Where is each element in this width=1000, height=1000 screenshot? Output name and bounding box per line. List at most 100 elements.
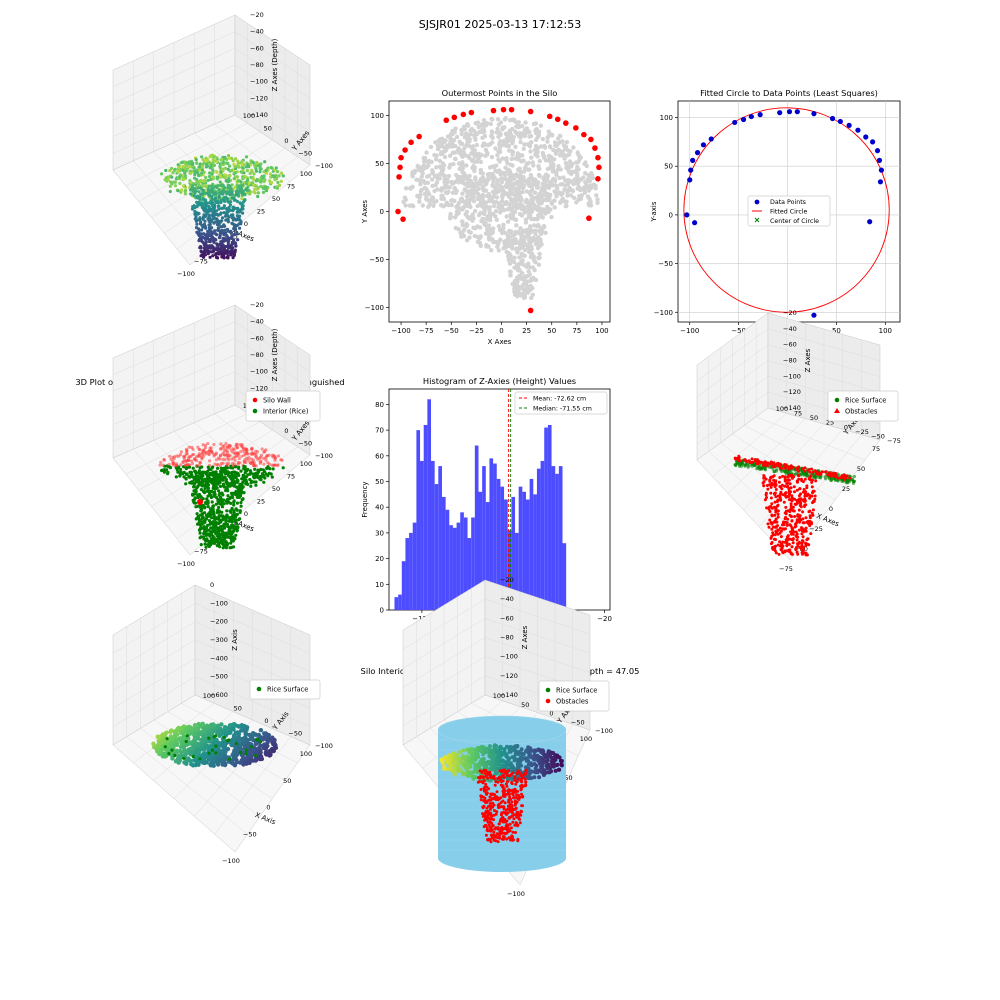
wall-point xyxy=(260,447,264,451)
z-axis-label: Z Axis xyxy=(231,629,239,651)
obstacle-point xyxy=(839,476,842,479)
interior-point xyxy=(246,482,250,486)
data-point xyxy=(218,164,222,168)
obstacle-point xyxy=(774,517,778,521)
legend xyxy=(514,391,608,415)
outermost-point xyxy=(468,109,475,116)
interior-point xyxy=(200,520,204,524)
data-point xyxy=(214,253,218,257)
histogram-bar xyxy=(547,424,552,610)
obstacle-point xyxy=(848,476,852,480)
x-tick-label: 25 xyxy=(842,485,850,493)
data-point xyxy=(426,192,432,197)
interior-point xyxy=(211,465,215,469)
data-point xyxy=(195,194,200,198)
y-tick-label: 70 xyxy=(375,427,384,435)
data-point xyxy=(167,175,171,179)
obstacle-point xyxy=(768,479,772,483)
data-point xyxy=(528,191,533,196)
z-tick-label: −140 xyxy=(783,404,801,412)
interior-point xyxy=(213,517,217,522)
obstacle-point xyxy=(768,518,772,522)
data-point xyxy=(551,167,556,172)
data-point xyxy=(218,232,222,236)
data-point xyxy=(465,200,471,205)
data-point xyxy=(583,171,588,176)
data-point xyxy=(777,110,783,116)
obstacle-point xyxy=(797,540,801,544)
data-point xyxy=(201,158,205,162)
data-point xyxy=(255,187,259,191)
obstacle-point xyxy=(811,508,815,512)
obstacle-point xyxy=(781,493,785,497)
wall-point xyxy=(233,458,237,462)
data-point xyxy=(210,213,214,218)
interior-point xyxy=(252,480,256,484)
data-point xyxy=(528,254,534,260)
interior-point xyxy=(204,545,208,549)
interior-point xyxy=(209,540,213,544)
rice-surface-point xyxy=(813,475,818,479)
data-point xyxy=(499,179,504,185)
interior-point xyxy=(226,532,230,536)
z-tick-label: −100 xyxy=(250,368,268,376)
data-point xyxy=(200,168,205,172)
data-point xyxy=(456,161,462,166)
data-point xyxy=(252,190,256,194)
interior-point xyxy=(227,519,231,523)
obstacle-point xyxy=(778,485,782,488)
interior-point xyxy=(187,465,191,469)
wall-point xyxy=(196,454,200,458)
data-point xyxy=(460,169,465,175)
y-tick-label: 100 xyxy=(203,692,215,700)
data-point xyxy=(191,205,195,209)
obstacle-point xyxy=(769,485,773,489)
data-point xyxy=(504,131,509,137)
obstacle-point xyxy=(785,523,789,527)
wall-point xyxy=(208,459,212,463)
y-tick-label: 0 xyxy=(844,423,848,431)
interior-point xyxy=(242,478,246,483)
wall-point xyxy=(190,459,194,463)
legend-label: Interior (Rice) xyxy=(263,408,308,416)
data-point xyxy=(218,191,222,195)
rice-surface-point xyxy=(753,464,757,468)
x-tick-label: 25 xyxy=(257,208,265,216)
data-point xyxy=(510,126,515,132)
data-point xyxy=(511,259,517,265)
data-point xyxy=(481,188,487,193)
data-point xyxy=(475,159,480,164)
data-point xyxy=(538,144,544,149)
wall-point xyxy=(236,454,240,458)
data-point xyxy=(586,203,592,208)
data-point xyxy=(523,217,529,222)
data-point xyxy=(487,165,493,170)
obstacle-point xyxy=(773,549,777,553)
interior-point xyxy=(218,527,222,531)
data-point xyxy=(238,208,242,212)
interior-point xyxy=(219,532,223,537)
interior-point xyxy=(191,466,195,470)
interior-point xyxy=(193,477,197,481)
data-point xyxy=(594,193,599,198)
data-point xyxy=(272,175,276,179)
obstacle-point xyxy=(803,499,807,503)
data-point xyxy=(552,157,557,162)
data-point xyxy=(447,165,452,170)
data-point xyxy=(168,189,172,194)
data-point xyxy=(504,140,509,145)
data-point xyxy=(420,203,425,208)
data-point xyxy=(485,143,491,148)
data-point xyxy=(472,159,477,164)
wall-point xyxy=(236,461,240,465)
data-point xyxy=(465,180,470,185)
data-point xyxy=(425,160,431,165)
obstacle-point xyxy=(787,489,791,493)
interior-point xyxy=(229,545,234,550)
data-point xyxy=(209,177,213,182)
interior-point xyxy=(222,537,226,541)
obstacle-point xyxy=(801,480,805,484)
data-point xyxy=(220,192,224,196)
data-point xyxy=(507,251,512,256)
